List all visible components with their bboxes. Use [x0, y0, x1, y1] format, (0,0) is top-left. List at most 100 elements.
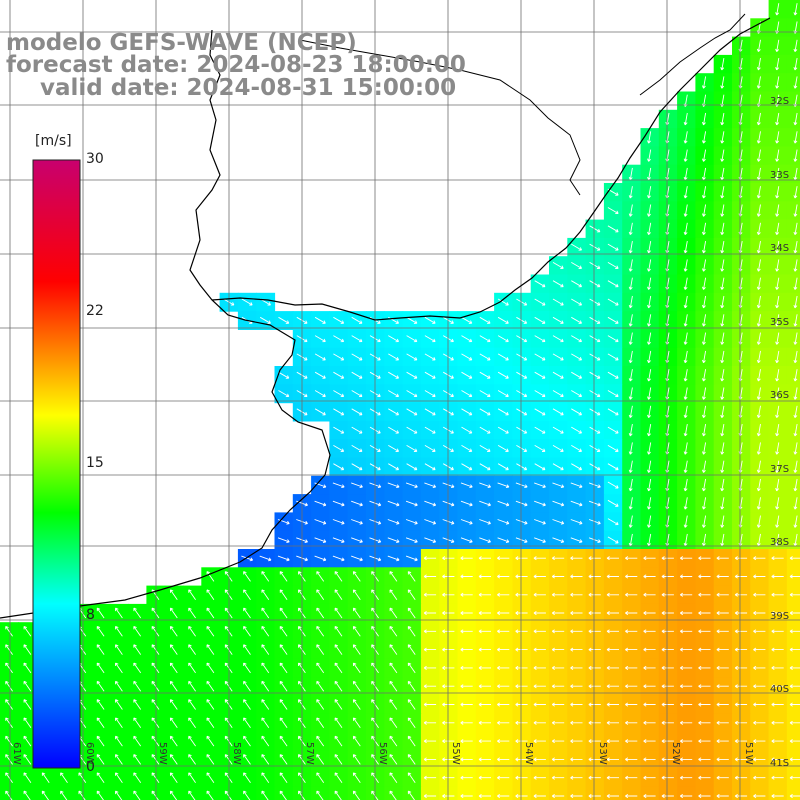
wind-arrow: [775, 112, 780, 126]
wind-arrow: [406, 316, 418, 324]
wind-arrow: [279, 717, 288, 729]
wind-arrow: [625, 629, 638, 634]
wind-arrow: [643, 757, 656, 762]
wind-arrow: [701, 478, 707, 492]
wind-arrow: [334, 625, 343, 637]
wind-arrow: [259, 555, 272, 562]
wind-arrow: [279, 625, 288, 637]
wind-arrow: [552, 482, 565, 489]
wind-arrow: [151, 754, 160, 765]
wind-arrow: [734, 665, 748, 670]
wind-arrow: [756, 149, 761, 162]
wind-arrow: [683, 277, 688, 290]
wind-arrow: [701, 405, 707, 418]
wind-arrow: [389, 717, 398, 729]
wind-arrow: [314, 537, 327, 543]
wind-arrow: [96, 662, 105, 674]
wind-arrow: [461, 445, 473, 452]
wind-arrow: [589, 426, 601, 434]
wind-arrow: [753, 574, 766, 579]
wind-arrow: [424, 519, 437, 525]
wind-arrow: [771, 629, 784, 634]
wind-arrow: [793, 460, 798, 473]
wind-arrow: [551, 739, 565, 744]
wind-arrow: [607, 463, 619, 471]
wind-arrow: [716, 702, 729, 707]
wind-arrow: [775, 76, 780, 89]
wind-arrow: [679, 665, 693, 670]
wind-cell: [54, 786, 74, 800]
lat-label: 33S: [770, 169, 790, 181]
wind-arrow: [679, 684, 693, 689]
wind-arrow: [169, 625, 178, 637]
wind-arrow: [606, 684, 619, 689]
wind-arrow: [756, 515, 761, 528]
wind-arrow: [351, 519, 363, 525]
wind-arrow: [497, 739, 510, 744]
wind-arrow: [683, 259, 688, 272]
wind-arrow: [461, 426, 473, 434]
wind-arrow: [571, 408, 583, 416]
wind-arrow: [133, 644, 142, 655]
wind-arrow: [188, 790, 196, 800]
wind-arrow: [552, 463, 564, 471]
wind-arrow: [23, 680, 32, 692]
wind-arrow: [279, 680, 288, 692]
lon-label: 58W: [230, 742, 242, 765]
wind-arrow: [571, 298, 583, 306]
wind-arrow: [789, 592, 800, 597]
wind-arrow: [23, 735, 32, 747]
wind-arrow: [793, 314, 798, 327]
wind-arrow: [41, 772, 50, 783]
wind-arrow: [716, 647, 729, 652]
wind-arrow: [647, 204, 652, 217]
wind-arrow: [753, 739, 766, 744]
wind-arrow: [771, 611, 784, 616]
wind-arrow: [279, 790, 287, 800]
wind-arrow: [515, 482, 528, 489]
wind-cell: [713, 786, 733, 800]
wind-arrow: [793, 58, 798, 71]
wind-arrow: [133, 625, 142, 637]
wind-arrow: [460, 611, 473, 616]
wind-arrow: [606, 611, 619, 616]
wind-arrow: [756, 478, 761, 492]
wind-arrow: [533, 720, 546, 725]
wind-arrow: [551, 556, 565, 561]
wind-arrow: [151, 662, 160, 674]
wind-arrow: [789, 702, 800, 707]
colorbar-tick-15: 15: [86, 455, 104, 471]
wind-arrow: [628, 332, 633, 345]
wind-arrow: [314, 408, 326, 416]
wind-cell: [329, 786, 349, 800]
wind-cell: [786, 183, 800, 202]
wind-arrow: [570, 500, 583, 507]
wind-arrow: [698, 684, 711, 689]
wind-arrow: [424, 482, 437, 489]
wind-arrow: [352, 625, 361, 637]
wind-arrow: [516, 353, 528, 361]
wind-arrow: [607, 481, 619, 489]
wind-arrow: [679, 775, 693, 780]
wind-arrow: [756, 112, 761, 126]
wind-arrow: [334, 571, 343, 582]
wind-arrow: [23, 644, 32, 655]
lat-label: 35S: [770, 316, 790, 328]
wind-arrow: [698, 739, 711, 744]
lat-label: 38S: [770, 537, 790, 548]
wind-arrow: [424, 445, 436, 452]
wind-arrow: [588, 556, 601, 561]
wind-arrow: [5, 625, 13, 637]
wind-arrow: [628, 277, 633, 290]
wind-arrow: [552, 390, 564, 398]
wind-cell: [0, 786, 19, 800]
wind-arrow: [316, 680, 325, 692]
wind-arrow: [571, 243, 583, 251]
wind-arrow: [588, 500, 601, 507]
wind-arrow: [588, 592, 601, 597]
wind-arrow: [588, 519, 601, 525]
wind-arrow: [351, 555, 363, 562]
wind-arrow: [352, 607, 361, 619]
wind-arrow: [188, 680, 196, 692]
wind-arrow: [479, 316, 491, 324]
